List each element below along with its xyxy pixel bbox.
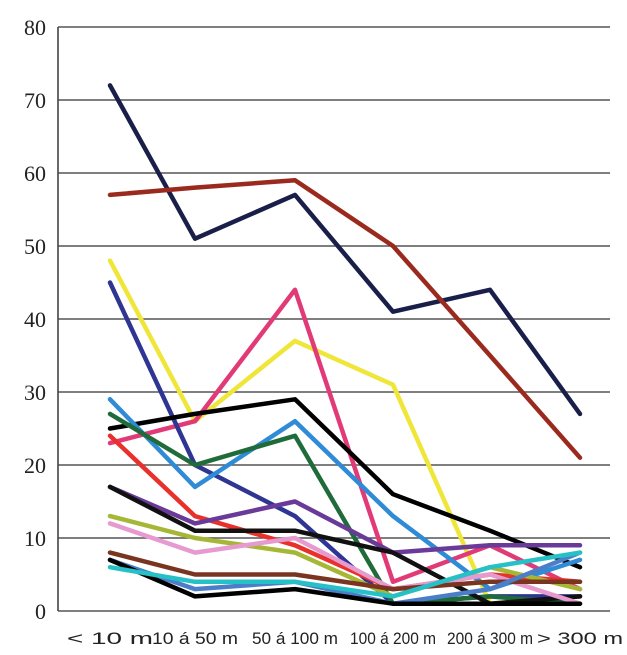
y-tick-label: 70 [24, 88, 46, 113]
y-tick-label: 20 [24, 453, 46, 478]
y-tick-label: 80 [24, 15, 46, 40]
y-tick-label: 30 [24, 380, 46, 405]
series-line-8 [107, 411, 583, 606]
y-axis-ticks: 0 10 20 30 40 50 60 70 80 [24, 15, 46, 624]
y-tick-label: 0 [35, 599, 46, 624]
series-line-12 [107, 513, 583, 599]
series-line-1 [107, 83, 583, 417]
x-tick-label: 100 á 200 m [350, 629, 436, 648]
series-lines [107, 83, 583, 606]
y-tick-label: 40 [24, 307, 46, 332]
series-line-6 [107, 397, 583, 570]
x-axis-ticks: < 10 m 10 á 50 m 50 á 100 m 100 á 200 m 200 … [67, 629, 623, 648]
series-line-9 [107, 433, 583, 592]
series-line-17 [107, 550, 583, 599]
series-line-4 [107, 287, 583, 592]
y-tick-label: 60 [24, 161, 46, 186]
x-tick-label: 200 á 300 m [447, 629, 533, 648]
y-tick-label: 10 [24, 526, 46, 551]
series-line-10 [107, 484, 583, 555]
series-line-15 [107, 550, 583, 606]
x-tick-label: > 300 m [537, 629, 623, 648]
series-line-2 [107, 178, 583, 460]
x-tick-label: < 10 m [67, 629, 153, 648]
series-line-13 [107, 521, 583, 606]
x-tick-label: 50 á 100 m [252, 629, 338, 648]
y-tick-label: 50 [24, 234, 46, 259]
series-line-16 [107, 557, 583, 606]
x-tick-label: 10 á 50 m [152, 629, 238, 648]
